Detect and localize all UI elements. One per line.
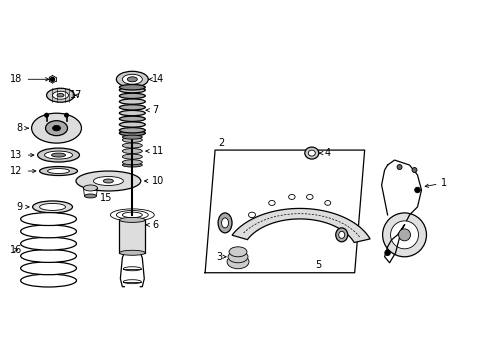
Text: 15: 15 — [100, 193, 113, 203]
Ellipse shape — [32, 113, 81, 143]
Circle shape — [50, 77, 55, 81]
FancyBboxPatch shape — [119, 220, 145, 253]
Ellipse shape — [83, 185, 97, 191]
Text: 5: 5 — [314, 260, 321, 270]
Ellipse shape — [119, 250, 145, 255]
Text: 16: 16 — [10, 245, 22, 255]
Text: 10: 10 — [144, 176, 164, 186]
Ellipse shape — [127, 77, 137, 82]
Ellipse shape — [119, 87, 145, 93]
Ellipse shape — [119, 116, 145, 121]
Circle shape — [64, 113, 68, 117]
Ellipse shape — [84, 194, 96, 198]
Ellipse shape — [122, 74, 142, 84]
Ellipse shape — [57, 94, 64, 97]
Circle shape — [45, 113, 48, 117]
Text: 14: 14 — [149, 74, 164, 84]
Ellipse shape — [116, 211, 148, 219]
Ellipse shape — [123, 280, 141, 284]
Ellipse shape — [119, 111, 145, 116]
Ellipse shape — [119, 85, 145, 90]
Ellipse shape — [20, 262, 76, 275]
Ellipse shape — [46, 88, 74, 102]
Ellipse shape — [122, 149, 142, 154]
Ellipse shape — [47, 168, 69, 174]
Circle shape — [390, 221, 418, 249]
Ellipse shape — [33, 201, 72, 213]
Ellipse shape — [288, 194, 294, 199]
Ellipse shape — [52, 125, 61, 131]
Text: 9: 9 — [17, 202, 29, 212]
Ellipse shape — [122, 160, 142, 165]
Ellipse shape — [119, 105, 145, 110]
Ellipse shape — [119, 130, 145, 136]
Ellipse shape — [122, 135, 142, 139]
Text: 8: 8 — [17, 123, 28, 133]
Ellipse shape — [228, 247, 246, 257]
Circle shape — [384, 250, 389, 256]
Ellipse shape — [218, 213, 232, 233]
Text: 3: 3 — [216, 252, 225, 262]
Ellipse shape — [122, 163, 142, 167]
Text: 13: 13 — [10, 150, 34, 160]
Ellipse shape — [116, 71, 148, 87]
Ellipse shape — [45, 121, 67, 136]
Ellipse shape — [308, 150, 315, 156]
Ellipse shape — [122, 212, 142, 218]
Text: 18: 18 — [10, 74, 49, 84]
Ellipse shape — [122, 154, 142, 159]
Ellipse shape — [306, 194, 312, 199]
Ellipse shape — [119, 122, 145, 127]
Ellipse shape — [52, 91, 68, 99]
Text: 11: 11 — [146, 146, 164, 156]
Ellipse shape — [38, 148, 80, 162]
Ellipse shape — [248, 212, 255, 218]
Ellipse shape — [119, 128, 145, 133]
Text: 6: 6 — [146, 220, 158, 230]
Ellipse shape — [40, 167, 77, 176]
Polygon shape — [232, 208, 369, 243]
Ellipse shape — [335, 228, 347, 242]
Text: 17: 17 — [70, 90, 82, 100]
Text: 4: 4 — [319, 148, 330, 158]
Ellipse shape — [119, 99, 145, 104]
Ellipse shape — [44, 151, 72, 159]
Ellipse shape — [93, 176, 123, 185]
Text: 2: 2 — [218, 138, 224, 148]
Text: 12: 12 — [10, 166, 36, 176]
Ellipse shape — [227, 251, 247, 263]
Circle shape — [398, 229, 410, 241]
Ellipse shape — [20, 213, 76, 225]
Ellipse shape — [20, 225, 76, 238]
Ellipse shape — [110, 209, 154, 221]
Text: 1: 1 — [424, 178, 447, 188]
Ellipse shape — [221, 218, 228, 228]
Ellipse shape — [304, 147, 318, 159]
Ellipse shape — [123, 267, 141, 271]
Circle shape — [411, 167, 416, 172]
Ellipse shape — [324, 201, 330, 205]
Ellipse shape — [119, 217, 145, 222]
Ellipse shape — [103, 179, 113, 183]
Ellipse shape — [122, 143, 142, 148]
Ellipse shape — [226, 255, 248, 269]
Ellipse shape — [40, 203, 65, 210]
Ellipse shape — [119, 93, 145, 99]
Ellipse shape — [20, 237, 76, 250]
Ellipse shape — [20, 274, 76, 287]
Ellipse shape — [20, 249, 76, 262]
Ellipse shape — [122, 138, 142, 143]
Circle shape — [414, 187, 420, 193]
Ellipse shape — [51, 153, 65, 157]
Ellipse shape — [268, 201, 275, 206]
Ellipse shape — [338, 231, 344, 238]
Circle shape — [382, 213, 426, 257]
Text: 7: 7 — [146, 105, 158, 115]
Ellipse shape — [76, 171, 141, 191]
Circle shape — [396, 165, 401, 170]
